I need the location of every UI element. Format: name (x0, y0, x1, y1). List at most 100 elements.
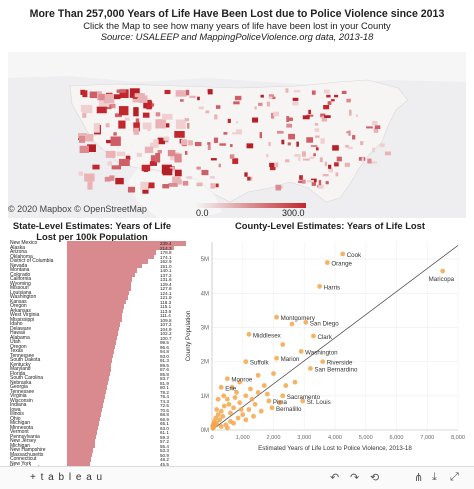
scatter-point[interactable] (274, 355, 279, 361)
scatter-point[interactable] (217, 417, 223, 423)
scatter-point[interactable] (243, 417, 249, 423)
scatter-point[interactable] (232, 395, 238, 400)
scatter-point[interactable] (289, 321, 295, 327)
state-bar-row[interactable]: Nebraska 81.9 (10, 380, 176, 386)
state-bar-row[interactable]: Idaho 107.2 (10, 321, 176, 327)
state-bar[interactable] (67, 313, 123, 318)
redo-icon[interactable]: ↷ (350, 472, 360, 484)
scatter-point[interactable] (231, 405, 236, 411)
state-bar[interactable] (67, 371, 110, 377)
state-bar-row[interactable]: Indiana 72.5 (10, 402, 176, 408)
state-bar-row[interactable]: Oregon 96.6 (10, 344, 176, 350)
scatter-point[interactable] (229, 384, 235, 390)
scatter-point[interactable] (246, 407, 252, 412)
state-bar-row[interactable]: Missouri 127.8 (10, 285, 176, 291)
scatter-point[interactable] (320, 359, 326, 365)
share-icon[interactable]: ⋔ (414, 472, 424, 484)
scatter-point[interactable] (317, 284, 323, 289)
scatter-point[interactable] (234, 390, 239, 395)
state-bar-row[interactable]: Wyoming 129.4 (10, 281, 176, 287)
state-bar-row[interactable]: New Hampshire 53.3 (10, 447, 176, 453)
state-bar-row[interactable]: Massachusetts 50.9 (10, 452, 176, 458)
scatter-point[interactable] (220, 413, 226, 419)
state-bar[interactable] (67, 398, 104, 404)
state-bar-row[interactable]: Arkansas 113.6 (10, 308, 176, 314)
state-bar-row[interactable]: Tennessee 78.2 (10, 389, 176, 395)
state-bar[interactable] (67, 412, 102, 417)
state-bar[interactable] (67, 245, 174, 251)
state-bar-row[interactable]: Ohio 66.9 (10, 416, 176, 422)
scatter-point[interactable] (298, 348, 304, 354)
scatter-point[interactable] (218, 424, 224, 429)
state-bar-row[interactable]: Washington 121.9 (10, 294, 176, 300)
state-bar[interactable] (67, 254, 154, 260)
state-bar-row[interactable]: Utah 98.5 (10, 339, 176, 345)
state-bar[interactable] (67, 250, 156, 255)
state-bar[interactable] (67, 421, 100, 426)
scatter-point[interactable] (214, 407, 220, 412)
state-bar[interactable] (67, 290, 129, 296)
state-bar[interactable] (67, 430, 98, 435)
state-bar[interactable] (67, 434, 97, 440)
scatter-point[interactable] (237, 400, 243, 406)
state-bar[interactable] (67, 349, 115, 354)
state-bar-row[interactable]: South Carolina 83.7 (10, 375, 176, 381)
scatter-point[interactable] (224, 425, 230, 431)
scatter-point[interactable] (235, 415, 241, 421)
state-bar-row[interactable]: Alaska 214.3 (10, 245, 176, 251)
state-bar[interactable] (67, 326, 120, 332)
state-bar-row[interactable]: Michigan 65.1 (10, 420, 176, 426)
state-bar[interactable] (67, 317, 122, 323)
scatter-point[interactable] (264, 391, 270, 397)
state-bar-row[interactable]: Colorado 137.2 (10, 272, 176, 278)
scatter-point[interactable] (308, 366, 313, 371)
state-bar-row[interactable]: Minnesota 63.0 (10, 425, 176, 431)
state-bar[interactable] (67, 308, 124, 314)
state-bar[interactable] (67, 344, 116, 350)
state-bar[interactable] (67, 389, 106, 395)
state-bar[interactable] (67, 385, 107, 390)
state-bar[interactable] (67, 281, 132, 287)
state-bar[interactable] (67, 295, 128, 300)
state-bar[interactable] (67, 403, 104, 408)
state-bar[interactable] (67, 286, 131, 291)
state-bar[interactable] (67, 358, 113, 363)
map-attribution[interactable]: © 2020 Mapbox © OpenStreetMap (8, 204, 147, 214)
scatter-point[interactable] (280, 393, 286, 399)
scatter-point[interactable] (271, 371, 276, 376)
state-bar-row[interactable]: Hawaii 102.2 (10, 330, 176, 336)
state-bar[interactable] (67, 241, 186, 246)
state-bar[interactable] (67, 263, 143, 269)
scatter-point[interactable] (215, 412, 221, 418)
scatter-point[interactable] (280, 342, 286, 347)
scatter-point[interactable] (251, 413, 256, 419)
scatter-point[interactable] (303, 319, 309, 325)
state-bar-row[interactable]: Kentucky 89.5 (10, 362, 176, 368)
scatter-point[interactable] (440, 268, 446, 274)
state-bar-row[interactable]: Florida 85.8 (10, 371, 176, 377)
state-bar[interactable] (67, 394, 105, 399)
us-county-choropleth[interactable] (8, 52, 466, 218)
scatter-point[interactable] (221, 403, 227, 409)
state-bar[interactable] (67, 452, 93, 458)
scatter-point[interactable] (221, 393, 227, 399)
scatter-point[interactable] (218, 408, 224, 414)
state-bar-row[interactable]: Michigan 55.4 (10, 443, 176, 449)
state-bar[interactable] (67, 299, 126, 305)
state-bar[interactable] (67, 304, 125, 309)
fullscreen-icon[interactable]: ⤢ (450, 471, 459, 483)
scatter-point[interactable] (215, 396, 221, 402)
tableau-logo[interactable]: + t a b l e a u (30, 472, 104, 483)
state-bar-row[interactable]: New Jersey 57.2 (10, 438, 176, 444)
state-bar[interactable] (67, 461, 90, 467)
state-bar-row[interactable]: Louisiana 124.1 (10, 290, 176, 296)
undo-icon[interactable]: ↶ (330, 472, 340, 484)
state-bar-row[interactable]: West Virginia 111.4 (10, 312, 176, 318)
state-bar[interactable] (67, 340, 116, 345)
state-bar-row[interactable]: Georgia 80.1 (10, 384, 176, 390)
state-bar-row[interactable]: New York 45.5 (10, 461, 176, 467)
state-bar[interactable] (67, 380, 108, 386)
state-bar-row[interactable]: Arizona 178.8 (10, 249, 176, 255)
state-bar[interactable] (67, 376, 109, 381)
state-bar[interactable] (67, 268, 137, 273)
